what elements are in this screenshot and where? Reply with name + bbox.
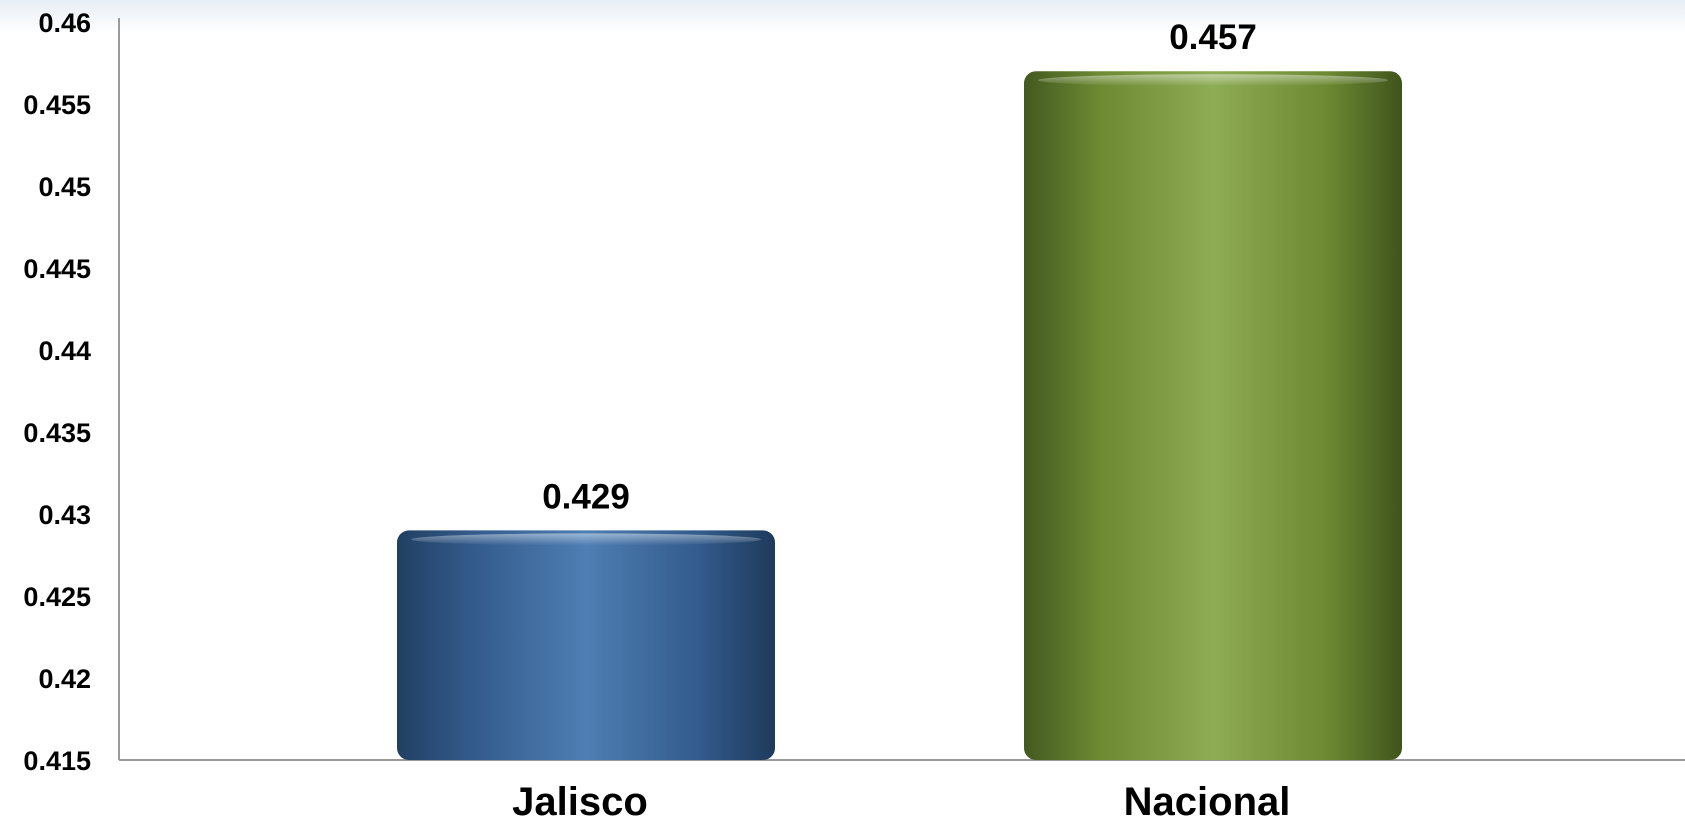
y-tick-label: 0.445	[23, 254, 91, 284]
bar-jalisco	[397, 530, 775, 760]
value-labels: 0.429 0.457	[542, 18, 1257, 516]
y-tick-label: 0.46	[38, 8, 91, 38]
y-tick-label: 0.455	[23, 90, 91, 120]
y-tick-label: 0.435	[23, 418, 91, 448]
bars-group	[397, 71, 1402, 760]
category-labels: Jalisco Nacional	[512, 780, 1290, 821]
y-tick-labels: 0.415 0.42 0.425 0.43 0.435 0.44 0.445 0.45 0.45…	[23, 8, 91, 776]
value-label-jalisco: 0.429	[542, 477, 630, 516]
bar-nacional	[1024, 71, 1402, 760]
category-label-jalisco: Jalisco	[512, 780, 648, 821]
header-band	[0, 0, 1685, 34]
category-label-nacional: Nacional	[1124, 780, 1291, 821]
y-tick-label: 0.44	[38, 336, 91, 366]
bar-highlight	[411, 533, 761, 546]
value-label-nacional: 0.457	[1169, 18, 1257, 57]
y-tick-label: 0.43	[38, 500, 91, 530]
bar-highlight	[1038, 74, 1388, 87]
y-tick-label: 0.425	[23, 582, 91, 612]
y-tick-label: 0.45	[38, 172, 91, 202]
y-tick-label: 0.415	[23, 746, 91, 776]
y-tick-label: 0.42	[38, 664, 91, 694]
